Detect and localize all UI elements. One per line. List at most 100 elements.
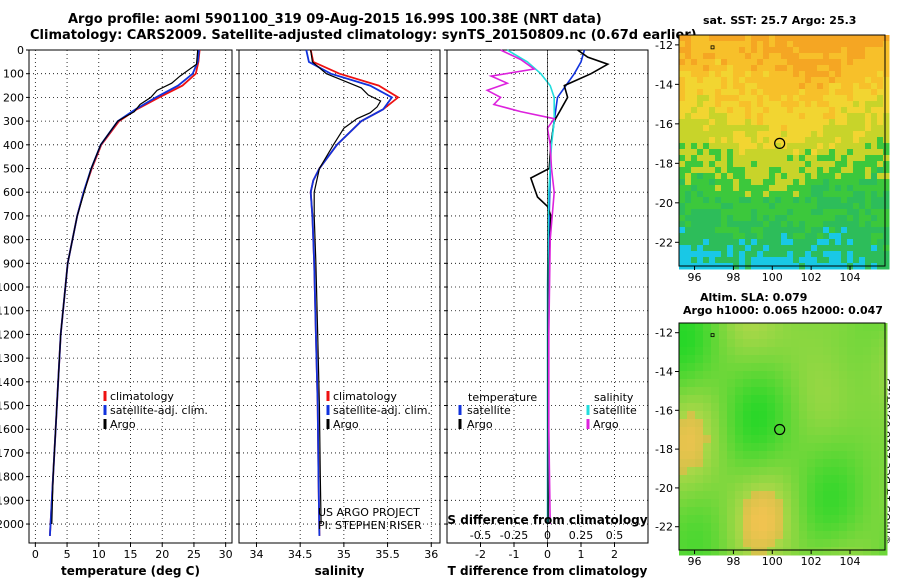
sst-map-cell bbox=[763, 179, 770, 186]
salinity-series-2 bbox=[310, 49, 382, 525]
sla-map-cell bbox=[775, 443, 784, 452]
sla-map-cell bbox=[815, 443, 824, 452]
sla-map-cell bbox=[831, 387, 840, 396]
sla-map-cell bbox=[687, 467, 696, 476]
sst-map-cell bbox=[733, 203, 740, 210]
diff-legend-left-label-1: Argo bbox=[467, 418, 493, 431]
sla-map-cell bbox=[703, 467, 712, 476]
sst-map-cell bbox=[787, 185, 794, 192]
sst-map-cell bbox=[757, 95, 764, 102]
sst-map-cell bbox=[805, 191, 812, 198]
sla-map-cell bbox=[807, 379, 816, 388]
sst-map-cell bbox=[859, 215, 866, 222]
sst-map-cell bbox=[883, 209, 890, 216]
sla-map-cell bbox=[815, 419, 824, 428]
sla-map-cell bbox=[847, 339, 856, 348]
sla-map-cell bbox=[775, 459, 784, 468]
sst-map-cell bbox=[829, 107, 836, 114]
sla-map-cell bbox=[727, 371, 736, 380]
sla-map-cell bbox=[839, 379, 848, 388]
sst-map-cell bbox=[781, 179, 788, 186]
sst-map-cell bbox=[853, 215, 860, 222]
sst-map-cell bbox=[793, 83, 800, 90]
sst-map-cell bbox=[877, 227, 884, 234]
sla-map-cell bbox=[855, 507, 864, 516]
sla-map-cell bbox=[783, 427, 792, 436]
sst-map-cell bbox=[859, 53, 866, 60]
sla-map-cell bbox=[871, 539, 880, 548]
sst-map-cell bbox=[823, 155, 830, 162]
sst-map-cell bbox=[751, 251, 758, 258]
sst-map-cell bbox=[721, 203, 728, 210]
sla-map-cell bbox=[791, 427, 800, 436]
sst-map-cell bbox=[799, 197, 806, 204]
sst-map-cell bbox=[727, 47, 734, 54]
sla-map-cell bbox=[839, 451, 848, 460]
sst-map-cell bbox=[703, 185, 710, 192]
sst-map-cell bbox=[787, 197, 794, 204]
sst-map-cell bbox=[697, 149, 704, 156]
sst-map-cell bbox=[853, 239, 860, 246]
sla-map-cell bbox=[711, 539, 720, 548]
sst-map-cell bbox=[799, 179, 806, 186]
sst-map-frame bbox=[678, 34, 886, 267]
sst-map-cell bbox=[703, 167, 710, 174]
sst-map-cell bbox=[679, 89, 686, 96]
sla-map-cell bbox=[735, 491, 744, 500]
sst-map-cell bbox=[769, 191, 776, 198]
sla-map-cell bbox=[751, 379, 760, 388]
sst-map-cell bbox=[877, 35, 884, 42]
sst-map-cell bbox=[703, 71, 710, 78]
sst-map-cell bbox=[841, 41, 848, 48]
sla-map-cell bbox=[775, 467, 784, 476]
sst-map-cell bbox=[775, 167, 782, 174]
sla-map-cell bbox=[727, 467, 736, 476]
sla-map-cell bbox=[839, 483, 848, 492]
sst-map-cell bbox=[781, 77, 788, 84]
sst-map-cell bbox=[733, 41, 740, 48]
sst-map-cell bbox=[703, 191, 710, 198]
sst-map-cell bbox=[871, 209, 878, 216]
sla-map-xtick-label-0: 96 bbox=[688, 555, 702, 568]
sla-map-cell bbox=[735, 483, 744, 492]
sla-map-cell bbox=[695, 379, 704, 388]
sst-map-cell bbox=[697, 227, 704, 234]
sla-map-cell bbox=[783, 475, 792, 484]
sst-map-cell bbox=[829, 227, 836, 234]
sst-map-cell bbox=[877, 137, 884, 144]
sst-map-cell bbox=[721, 209, 728, 216]
sst-map-cell bbox=[679, 113, 686, 120]
sst-map-cell bbox=[841, 185, 848, 192]
sla-map-cell bbox=[799, 387, 808, 396]
sla-map-cell bbox=[719, 475, 728, 484]
sst-map-cell bbox=[733, 137, 740, 144]
sla-map-cell bbox=[815, 355, 824, 364]
sst-map-cell bbox=[745, 185, 752, 192]
sst-map-cell bbox=[733, 221, 740, 228]
sla-map-cell bbox=[791, 387, 800, 396]
salinity-xlabel: salinity bbox=[315, 564, 365, 578]
sla-map-cell bbox=[807, 451, 816, 460]
sla-map-cell bbox=[799, 475, 808, 484]
sst-map-cell bbox=[799, 53, 806, 60]
sla-map-cell bbox=[791, 395, 800, 404]
sst-map-cell bbox=[877, 125, 884, 132]
sla-map-cell bbox=[839, 531, 848, 540]
sla-map-cell bbox=[783, 403, 792, 412]
sst-map-cell bbox=[775, 107, 782, 114]
sst-map-cell bbox=[847, 221, 854, 228]
sst-map-cell bbox=[781, 203, 788, 210]
sla-map-cell bbox=[783, 363, 792, 372]
sst-map-cell bbox=[793, 155, 800, 162]
sst-map-cell bbox=[733, 101, 740, 108]
sst-map-cell bbox=[823, 203, 830, 210]
sla-map-field bbox=[679, 323, 888, 556]
sst-map-cell bbox=[745, 173, 752, 180]
sst-map-cell bbox=[787, 161, 794, 168]
sst-map-cell bbox=[823, 107, 830, 114]
sla-map-cell bbox=[847, 331, 856, 340]
sst-map-cell bbox=[679, 53, 686, 60]
sst-map-cell bbox=[697, 77, 704, 84]
sla-map-cell bbox=[879, 387, 888, 396]
sla-map-cell bbox=[879, 523, 888, 532]
